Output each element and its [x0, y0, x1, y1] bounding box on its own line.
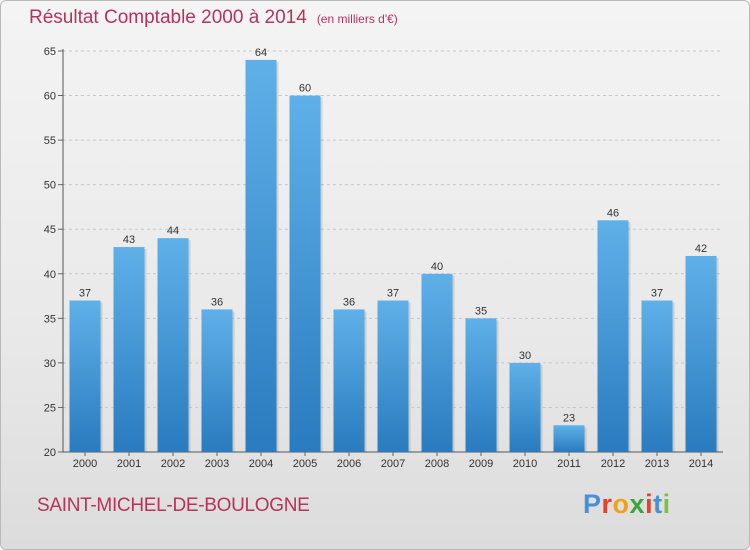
value-label: 37 — [651, 288, 663, 300]
proxiti-logo[interactable]: Proxiti — [583, 489, 671, 520]
chart-title: Résultat Comptable 2000 à 2014 — [29, 7, 307, 28]
bar-2006 — [333, 309, 365, 452]
logo-letter: t — [653, 489, 663, 519]
value-label: 64 — [255, 47, 267, 59]
x-tick-label: 2010 — [513, 458, 537, 470]
bar-2011 — [553, 425, 585, 452]
logo-letter: i — [645, 489, 654, 519]
x-tick-label: 2012 — [601, 458, 625, 470]
bar-2007 — [377, 300, 409, 452]
x-tick-label: 2003 — [205, 458, 229, 470]
bars — [69, 59, 719, 453]
value-label: 36 — [211, 296, 223, 308]
value-label: 37 — [79, 288, 91, 300]
y-tick-label: 20 — [44, 447, 56, 459]
logo-letter: r — [601, 489, 613, 519]
bar-2002 — [157, 238, 189, 452]
x-tick-label: 2014 — [689, 458, 713, 470]
y-tick-label: 45 — [44, 224, 56, 236]
bar-2003 — [201, 309, 233, 452]
y-tick-label: 55 — [44, 135, 56, 147]
y-tick-label: 30 — [44, 358, 56, 370]
y-tick-label: 40 — [44, 269, 56, 281]
bar-2010 — [509, 362, 541, 452]
value-label: 42 — [695, 243, 707, 255]
title-row: Résultat Comptable 2000 à 2014 (en millie… — [29, 7, 398, 29]
logo-letter: P — [583, 489, 602, 519]
bar-2000 — [69, 300, 101, 452]
y-tick-label: 60 — [44, 91, 56, 103]
logo-letter: x — [629, 489, 646, 519]
chart-subtitle: (en milliers d'€) — [316, 12, 398, 26]
value-label: 30 — [519, 350, 531, 362]
x-tick-label: 2000 — [73, 458, 97, 470]
value-label: 43 — [123, 234, 135, 246]
x-tick-label: 2005 — [293, 458, 317, 470]
bar-2005 — [289, 95, 321, 453]
value-label: 40 — [431, 261, 443, 273]
bar-2008 — [421, 273, 453, 452]
logo-letter: i — [662, 489, 671, 519]
y-tick-label: 25 — [44, 402, 56, 414]
bar-2012 — [597, 220, 629, 452]
x-tick-label: 2002 — [161, 458, 185, 470]
bar-2004 — [245, 59, 277, 453]
x-tick-label: 2007 — [381, 458, 405, 470]
x-tick-label: 2001 — [117, 458, 141, 470]
bar-2014 — [685, 255, 717, 452]
value-label: 35 — [475, 305, 487, 317]
logo-letter: o — [612, 489, 630, 519]
x-tick-label: 2011 — [557, 458, 581, 470]
y-tick-label: 50 — [44, 180, 56, 192]
value-label: 44 — [167, 225, 179, 237]
bar-2001 — [113, 247, 145, 452]
x-tick-label: 2013 — [645, 458, 669, 470]
y-tick-label: 35 — [44, 313, 56, 325]
value-label: 23 — [563, 412, 575, 424]
y-tick-label: 65 — [44, 46, 56, 58]
value-label: 46 — [607, 207, 619, 219]
value-label: 60 — [299, 83, 311, 95]
x-tick-label: 2006 — [337, 458, 361, 470]
city-name: SAINT-MICHEL-DE-BOULOGNE — [37, 495, 310, 516]
value-label: 36 — [343, 296, 355, 308]
bar-2009 — [465, 318, 497, 452]
x-tick-label: 2008 — [425, 458, 449, 470]
labels: 20 25 30 35 40 45 50 55 60 65 37 2000 43 2001 44 2002 36… — [44, 46, 713, 470]
x-tick-label: 2004 — [249, 458, 273, 470]
value-label: 37 — [387, 288, 399, 300]
bar-2013 — [641, 300, 673, 452]
x-tick-label: 2009 — [469, 458, 493, 470]
